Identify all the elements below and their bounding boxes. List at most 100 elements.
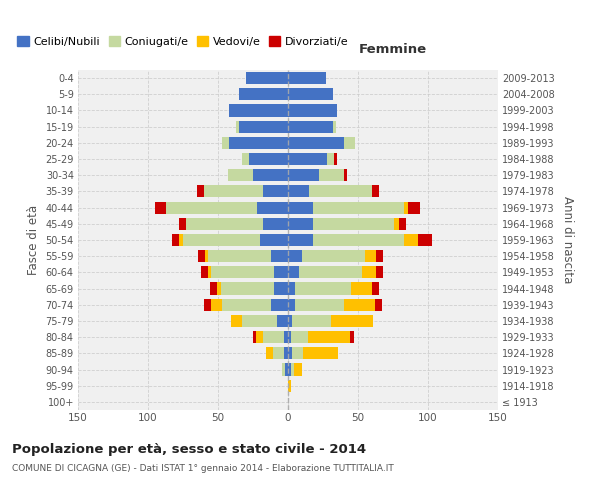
- Text: Femmine: Femmine: [359, 44, 427, 57]
- Bar: [304, 348, 338, 360]
- Bar: [253, 331, 256, 343]
- Bar: [288, 234, 313, 246]
- Y-axis label: Anni di nascita: Anni di nascita: [562, 196, 574, 284]
- Bar: [292, 348, 304, 360]
- Bar: [199, 250, 205, 262]
- Bar: [288, 202, 313, 213]
- Bar: [246, 72, 288, 84]
- Bar: [253, 169, 288, 181]
- Bar: [398, 218, 406, 230]
- Bar: [201, 266, 208, 278]
- Bar: [313, 234, 404, 246]
- Bar: [418, 234, 432, 246]
- Bar: [179, 218, 186, 230]
- Bar: [221, 282, 274, 294]
- Bar: [344, 298, 375, 311]
- Bar: [249, 153, 288, 165]
- Bar: [351, 282, 372, 294]
- Bar: [313, 202, 404, 213]
- Bar: [183, 234, 260, 246]
- Bar: [288, 282, 295, 294]
- Bar: [327, 153, 334, 165]
- Bar: [263, 186, 288, 198]
- Bar: [155, 202, 166, 213]
- Bar: [208, 250, 271, 262]
- Bar: [291, 331, 308, 343]
- Bar: [344, 137, 355, 149]
- Bar: [308, 331, 350, 343]
- Bar: [205, 250, 208, 262]
- Bar: [277, 315, 288, 327]
- Bar: [217, 282, 221, 294]
- Bar: [236, 120, 239, 132]
- Bar: [293, 364, 302, 376]
- Bar: [288, 186, 309, 198]
- Bar: [334, 153, 337, 165]
- Bar: [291, 364, 293, 376]
- Bar: [302, 250, 365, 262]
- Bar: [288, 120, 333, 132]
- Bar: [288, 364, 291, 376]
- Bar: [257, 202, 288, 213]
- Bar: [197, 186, 204, 198]
- Bar: [344, 169, 347, 181]
- Bar: [288, 88, 333, 101]
- Bar: [186, 218, 263, 230]
- Text: COMUNE DI CICAGNA (GE) - Dati ISTAT 1° gennaio 2014 - Elaborazione TUTTITALIA.IT: COMUNE DI CICAGNA (GE) - Dati ISTAT 1° g…: [12, 464, 394, 473]
- Bar: [263, 218, 288, 230]
- Bar: [350, 331, 354, 343]
- Bar: [271, 298, 288, 311]
- Bar: [376, 266, 383, 278]
- Bar: [274, 266, 288, 278]
- Bar: [239, 88, 288, 101]
- Bar: [404, 234, 418, 246]
- Bar: [284, 331, 288, 343]
- Y-axis label: Fasce di età: Fasce di età: [27, 205, 40, 275]
- Bar: [266, 348, 272, 360]
- Bar: [230, 315, 242, 327]
- Bar: [288, 315, 292, 327]
- Bar: [288, 298, 295, 311]
- Bar: [365, 250, 376, 262]
- Bar: [285, 364, 288, 376]
- Bar: [288, 104, 337, 117]
- Bar: [211, 266, 274, 278]
- Legend: Celibi/Nubili, Coniugati/e, Vedovi/e, Divorziati/e: Celibi/Nubili, Coniugati/e, Vedovi/e, Di…: [13, 32, 353, 51]
- Bar: [333, 120, 335, 132]
- Bar: [208, 266, 211, 278]
- Bar: [313, 218, 394, 230]
- Bar: [222, 137, 229, 149]
- Bar: [288, 380, 291, 392]
- Bar: [288, 266, 299, 278]
- Bar: [376, 250, 383, 262]
- Bar: [172, 234, 179, 246]
- Bar: [228, 169, 253, 181]
- Bar: [309, 186, 372, 198]
- Bar: [404, 202, 409, 213]
- Bar: [292, 315, 331, 327]
- Bar: [222, 298, 271, 311]
- Bar: [375, 298, 382, 311]
- Bar: [211, 298, 222, 311]
- Bar: [204, 298, 211, 311]
- Bar: [319, 169, 344, 181]
- Bar: [242, 315, 277, 327]
- Bar: [288, 153, 327, 165]
- Bar: [299, 266, 362, 278]
- Bar: [295, 298, 344, 311]
- Bar: [166, 202, 257, 213]
- Bar: [331, 315, 373, 327]
- Bar: [284, 348, 288, 360]
- Bar: [362, 266, 376, 278]
- Bar: [288, 72, 326, 84]
- Bar: [204, 186, 263, 198]
- Bar: [283, 364, 285, 376]
- Bar: [271, 250, 288, 262]
- Bar: [272, 348, 284, 360]
- Bar: [288, 331, 291, 343]
- Bar: [242, 153, 249, 165]
- Bar: [409, 202, 419, 213]
- Bar: [372, 282, 379, 294]
- Bar: [209, 282, 217, 294]
- Bar: [256, 331, 263, 343]
